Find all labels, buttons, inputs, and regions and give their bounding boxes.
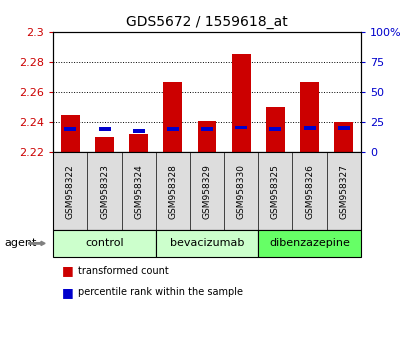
Bar [200,127,213,131]
Text: GSM958326: GSM958326 [304,164,313,219]
Bar [337,126,349,130]
Text: GSM958327: GSM958327 [338,164,347,219]
Bar [231,55,250,152]
Text: agent: agent [4,238,36,249]
Bar [265,107,284,152]
Text: GSM958330: GSM958330 [236,164,245,219]
Text: bevacizumab: bevacizumab [169,238,244,249]
Bar [333,122,352,152]
Text: percentile rank within the sample: percentile rank within the sample [78,287,242,297]
Text: ■: ■ [61,286,73,298]
Bar [269,127,281,131]
Bar [98,127,110,131]
Text: dibenzazepine: dibenzazepine [268,238,349,249]
Text: GSM958323: GSM958323 [100,164,109,219]
Text: ■: ■ [61,264,73,277]
Text: GSM958324: GSM958324 [134,164,143,218]
Bar [64,127,76,131]
Title: GDS5672 / 1559618_at: GDS5672 / 1559618_at [126,16,287,29]
Bar [166,127,178,131]
Bar [133,129,144,133]
Text: GSM958329: GSM958329 [202,164,211,219]
Bar [61,115,80,152]
Text: GSM958322: GSM958322 [66,164,75,218]
Bar [235,126,247,129]
Text: transformed count: transformed count [78,266,168,276]
Text: GSM958325: GSM958325 [270,164,279,219]
Text: control: control [85,238,124,249]
Bar [129,134,148,152]
Bar [303,126,315,130]
Text: GSM958328: GSM958328 [168,164,177,219]
Bar [163,81,182,152]
Bar [95,137,114,152]
Bar [299,81,318,152]
Bar [197,121,216,152]
